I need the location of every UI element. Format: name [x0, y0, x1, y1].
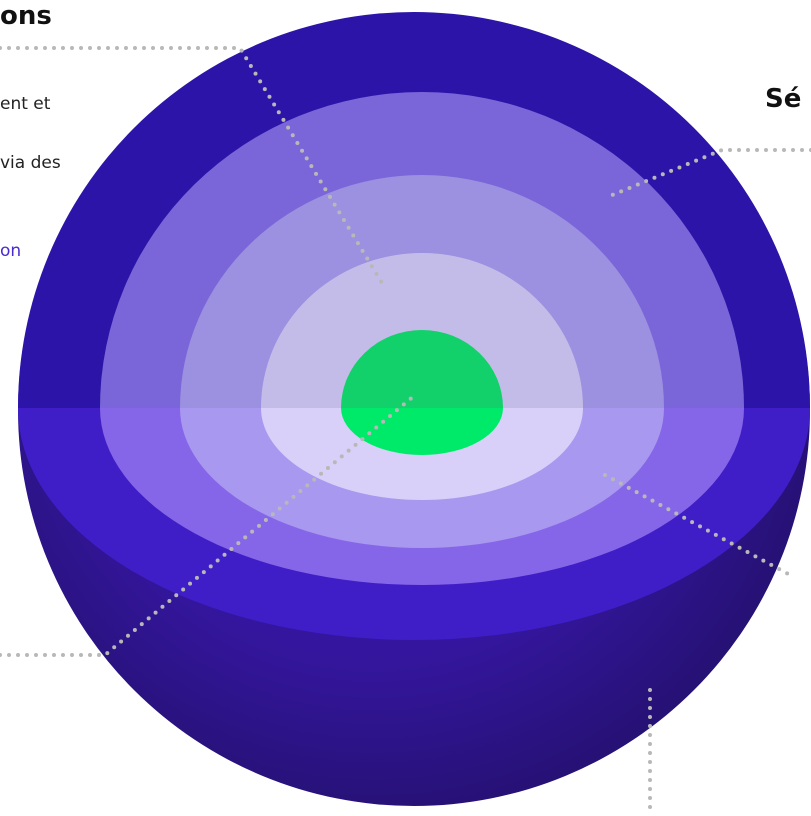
connector [603, 148, 811, 200]
left-text: ent et [0, 94, 51, 114]
left-title: ons [0, 1, 52, 31]
connector [0, 393, 417, 657]
core-section [341, 408, 503, 455]
connector [0, 46, 387, 290]
right-title: Sé [765, 84, 801, 114]
left-link[interactable]: on [0, 241, 21, 261]
core-dome [341, 330, 503, 408]
connector [603, 473, 792, 577]
left-text: via des [0, 153, 61, 173]
